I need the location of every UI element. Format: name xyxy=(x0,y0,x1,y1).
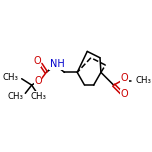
Text: O: O xyxy=(121,73,128,83)
Text: CH₃: CH₃ xyxy=(136,76,152,85)
Text: O: O xyxy=(33,56,41,66)
Text: CH₃: CH₃ xyxy=(31,92,47,100)
Text: O: O xyxy=(34,76,42,86)
Text: CH₃: CH₃ xyxy=(7,92,23,100)
Text: O: O xyxy=(121,89,128,99)
Text: CH₃: CH₃ xyxy=(2,73,18,82)
Text: NH: NH xyxy=(50,59,65,69)
